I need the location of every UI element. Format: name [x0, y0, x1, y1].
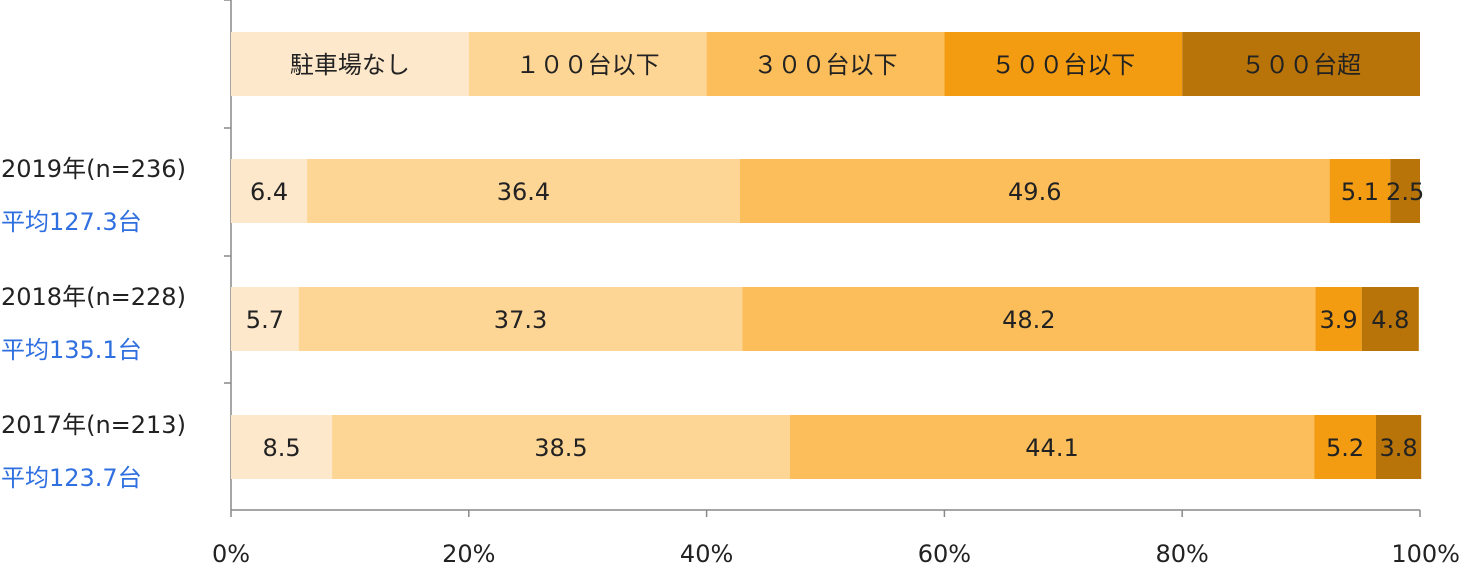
- data-label: 8.5: [262, 434, 300, 462]
- x-tick-label: 100%: [1391, 540, 1460, 568]
- x-tick-label: 60%: [918, 540, 971, 568]
- bar-segment: [231, 415, 333, 479]
- x-tick-label: 80%: [1156, 540, 1209, 568]
- average-label: 平均135.1台: [1, 336, 142, 364]
- bar-segment: [1315, 287, 1362, 351]
- legend-swatch: [468, 32, 707, 96]
- data-label: 38.5: [534, 434, 587, 462]
- x-tick-label: 20%: [442, 540, 495, 568]
- legend-label: １００台以下: [516, 51, 660, 79]
- bars: 6.4 36.4 49.6 5.1 2.5 5.7 37.3 48.2 3.9 4.8 8.5 38.…: [231, 159, 1424, 479]
- legend: 駐車場なし １００台以下 ３００台以下 ５００台以下 ５００台超: [231, 32, 1420, 96]
- category-label: 2017年(n=213): [1, 411, 186, 439]
- data-label: 5.1: [1341, 178, 1379, 206]
- x-tick-label: 0%: [212, 540, 250, 568]
- legend-swatch: [1182, 32, 1420, 96]
- bar-segment: [1390, 159, 1420, 223]
- data-label: 36.4: [497, 178, 550, 206]
- bar-segment: [789, 415, 1315, 479]
- bar-segment: [307, 159, 740, 223]
- bar-segment: [739, 159, 1330, 223]
- legend-swatch: [706, 32, 945, 96]
- data-label: 3.8: [1380, 434, 1418, 462]
- data-label: 5.7: [246, 306, 284, 334]
- legend-swatch: [231, 32, 469, 96]
- legend-label: ３００台以下: [754, 51, 898, 79]
- bar-segment: [332, 415, 790, 479]
- category-label: 2018年(n=228): [1, 283, 186, 311]
- x-tick-label: 40%: [680, 540, 733, 568]
- bar-segment: [1329, 159, 1391, 223]
- data-label: 37.3: [494, 306, 547, 334]
- bar-segment: [231, 159, 308, 223]
- average-label: 平均127.3台: [1, 208, 142, 236]
- bar-segment: [1376, 415, 1422, 479]
- data-label: 2.5: [1386, 178, 1424, 206]
- bar-segment: [231, 287, 299, 351]
- data-label: 44.1: [1025, 434, 1078, 462]
- legend-label: ５００台超: [1241, 51, 1361, 79]
- data-label: 4.8: [1371, 306, 1409, 334]
- data-label: 3.9: [1319, 306, 1357, 334]
- bar-segment: [742, 287, 1316, 351]
- bar-segment: [298, 287, 743, 351]
- bar-segment: [1361, 287, 1419, 351]
- data-label: 48.2: [1002, 306, 1055, 334]
- data-label: 5.2: [1326, 434, 1364, 462]
- category-label: 2019年(n=236): [1, 155, 186, 183]
- legend-label: ５００台以下: [991, 51, 1135, 79]
- average-label: 平均123.7台: [1, 464, 142, 492]
- legend-label: 駐車場なし: [290, 51, 410, 79]
- data-label: 49.6: [1008, 178, 1061, 206]
- category-labels: 2019年(n=236) 平均127.3台 2018年(n=228) 平均135.1台…: [1, 155, 186, 492]
- x-tick-labels: 0% 20% 40% 60% 80% 100%: [212, 540, 1460, 568]
- bar-segment: [1314, 415, 1377, 479]
- data-label: 6.4: [250, 178, 288, 206]
- legend-swatch: [944, 32, 1183, 96]
